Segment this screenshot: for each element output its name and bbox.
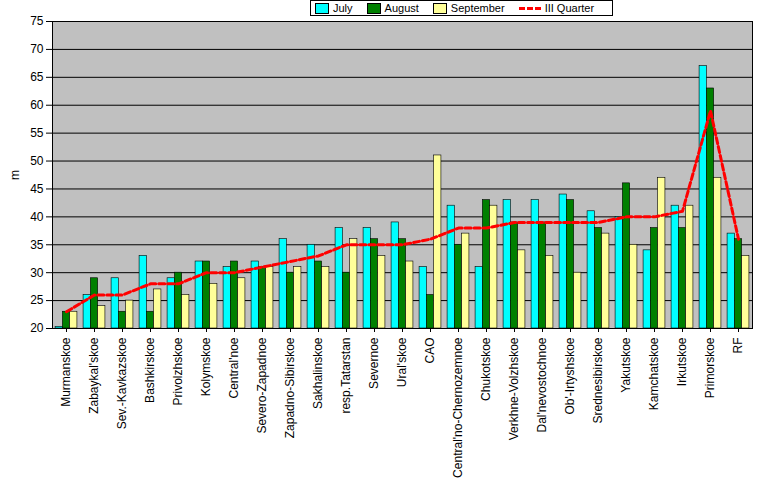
svg-text:m: m [8, 170, 22, 180]
svg-text:Severnoe: Severnoe [367, 337, 381, 389]
svg-text:Murmanskoe: Murmanskoe [59, 337, 73, 407]
svg-text:75: 75 [30, 16, 44, 28]
svg-text:Sev.-Kavkazskoe: Sev.-Kavkazskoe [115, 337, 129, 429]
svg-text:Central'no-Chernozemnoe: Central'no-Chernozemnoe [451, 337, 465, 478]
svg-text:Kolymskoe: Kolymskoe [199, 337, 213, 396]
svg-text:35: 35 [30, 238, 44, 252]
svg-text:55: 55 [30, 126, 44, 140]
svg-text:Irkutskoe: Irkutskoe [675, 337, 689, 386]
svg-text:Dal'nevostochnoe: Dal'nevostochnoe [535, 337, 549, 432]
svg-text:40: 40 [30, 210, 44, 224]
svg-text:70: 70 [30, 42, 44, 56]
html-text:August: August [384, 2, 419, 14]
svg-text:RF: RF [731, 338, 745, 354]
svg-text:Central'noe: Central'noe [227, 337, 241, 398]
svg-text:Primorskoe: Primorskoe [703, 337, 717, 398]
svg-text:Srednesibirskoe: Srednesibirskoe [591, 337, 605, 423]
svg-text:CAO: CAO [423, 338, 437, 364]
svg-text:45: 45 [30, 182, 44, 196]
svg-text:Zabaykal'skoe: Zabaykal'skoe [87, 337, 101, 414]
svg-text:Sakhalinskoe: Sakhalinskoe [311, 337, 325, 409]
svg-text:65: 65 [30, 70, 44, 84]
svg-text:Chukotskoe: Chukotskoe [479, 337, 493, 401]
svg-text:Verkhne-Volzhskoe: Verkhne-Volzhskoe [507, 337, 521, 440]
svg-text:resp.Tatarstan: resp.Tatarstan [339, 338, 353, 414]
svg-text:Kamchatskoe: Kamchatskoe [647, 337, 661, 410]
svg-text:Bashkirskoe: Bashkirskoe [143, 337, 157, 403]
html-text:July: July [333, 2, 353, 14]
svg-text:50: 50 [30, 154, 44, 168]
svg-text:Ob'-Irtyshskoe: Ob'-Irtyshskoe [563, 337, 577, 414]
svg-text:25: 25 [30, 293, 44, 307]
html-text:III Quarter: III Quarter [544, 2, 595, 14]
svg-text:20: 20 [30, 321, 44, 335]
html-text:September: September [450, 2, 505, 14]
svg-text:Yakutskoe: Yakutskoe [619, 337, 633, 392]
svg-text:Severo-Zapadnoe: Severo-Zapadnoe [255, 337, 269, 433]
svg-text:30: 30 [30, 266, 44, 280]
svg-text:60: 60 [30, 98, 44, 112]
svg-text:Ural'skoe: Ural'skoe [395, 337, 409, 387]
svg-text:Zapadno-Sibirskoe: Zapadno-Sibirskoe [283, 337, 297, 438]
svg-text:Privolzhskoe: Privolzhskoe [171, 337, 185, 405]
